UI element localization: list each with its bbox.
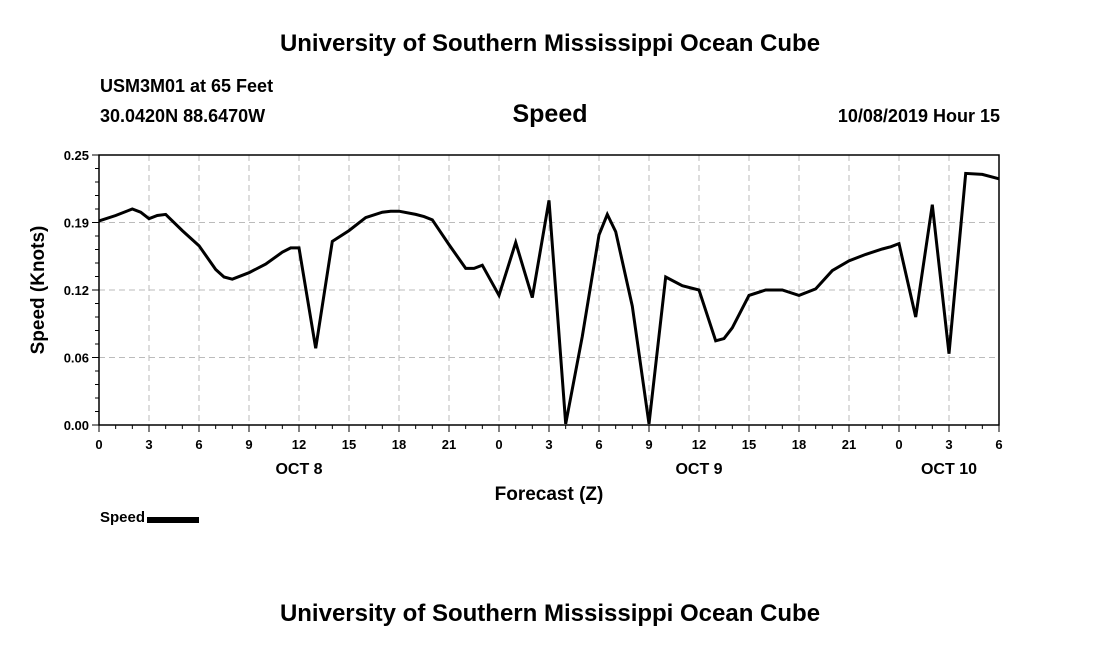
y-tick-label: 0.12 bbox=[64, 283, 89, 298]
series-line-speed bbox=[98, 171, 1000, 425]
x-axis-label: Forecast (Z) bbox=[495, 484, 604, 505]
footer-title: University of Southern Mississippi Ocean… bbox=[279, 600, 821, 627]
plot-frame bbox=[98, 154, 1000, 426]
grid bbox=[99, 155, 999, 425]
forecast-datetime: 10/08/2019 Hour 15 bbox=[837, 106, 1000, 126]
x-tick-label: 6 bbox=[195, 437, 202, 452]
x-tick-label: 0 bbox=[495, 437, 502, 452]
x-tick-label: 21 bbox=[442, 437, 456, 452]
y-tick-label: 0.00 bbox=[64, 418, 89, 433]
axis-ticks: 0.00 0.06 0.12 0.19 0.25 0 3 6 9 12 15 18 21 0 3 6 9 12 15… bbox=[64, 148, 1003, 478]
day-label: OCT 9 bbox=[675, 461, 722, 478]
station-label: USM3M01 at 65 Feet bbox=[100, 76, 274, 96]
x-tick-label: 0 bbox=[95, 437, 102, 452]
page-title: University of Southern Mississippi Ocean… bbox=[279, 30, 821, 57]
coordinates-label: 30.0420N 88.6470W bbox=[100, 106, 266, 126]
speed-chart: 0.00 0.06 0.12 0.19 0.25 0 3 6 9 12 15 18 21 0 3 6 9 12 15… bbox=[28, 148, 1003, 505]
legend-swatch bbox=[147, 516, 200, 523]
x-tick-label: 18 bbox=[392, 437, 406, 452]
x-tick-label: 9 bbox=[645, 437, 652, 452]
x-tick-label: 3 bbox=[545, 437, 552, 452]
x-tick-label: 12 bbox=[692, 437, 706, 452]
x-tick-label: 3 bbox=[945, 437, 952, 452]
legend: Speed bbox=[100, 509, 200, 526]
x-tick-label: 18 bbox=[792, 437, 806, 452]
x-tick-label: 21 bbox=[842, 437, 856, 452]
chart-title: Speed bbox=[512, 100, 588, 128]
y-tick-label: 0.25 bbox=[64, 148, 89, 163]
series-layer bbox=[98, 171, 1000, 425]
day-label: OCT 8 bbox=[275, 461, 322, 478]
day-label: OCT 10 bbox=[921, 461, 977, 478]
y-axis-label: Speed (Knots) bbox=[28, 226, 49, 355]
y-tick-label: 0.06 bbox=[64, 351, 89, 366]
x-tick-label: 6 bbox=[595, 437, 602, 452]
x-tick-label: 15 bbox=[342, 437, 356, 452]
x-tick-label: 9 bbox=[245, 437, 252, 452]
legend-label: Speed bbox=[100, 509, 146, 526]
x-tick-label: 3 bbox=[145, 437, 152, 452]
y-tick-label: 0.19 bbox=[64, 216, 89, 231]
x-tick-label: 0 bbox=[895, 437, 902, 452]
x-tick-label: 6 bbox=[995, 437, 1002, 452]
x-tick-label: 12 bbox=[292, 437, 306, 452]
x-tick-label: 15 bbox=[742, 437, 756, 452]
